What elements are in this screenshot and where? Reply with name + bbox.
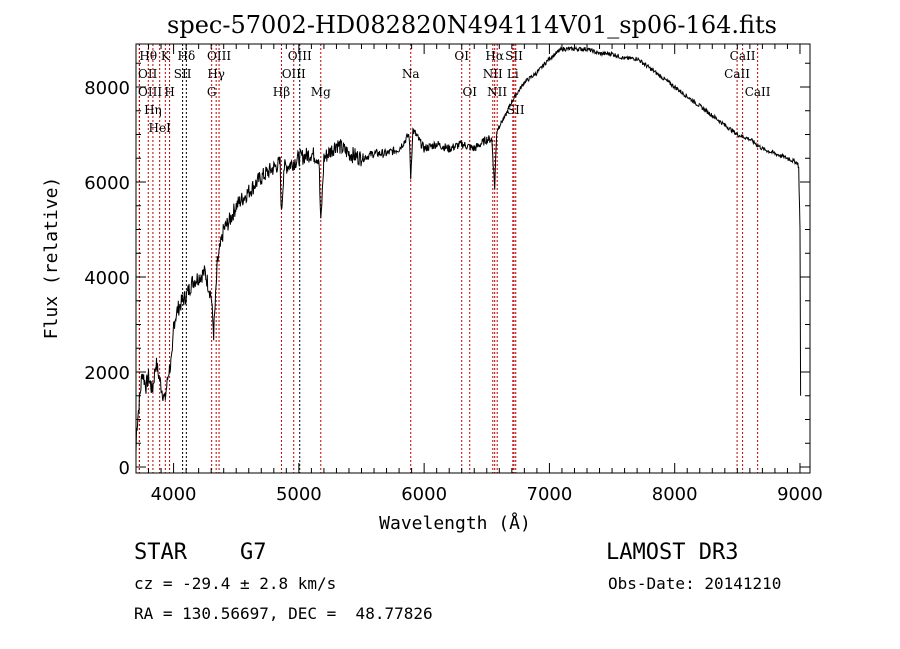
y-tick-label: 6000	[84, 173, 130, 194]
x-axis-label: Wavelength (Å)	[379, 512, 531, 534]
line-marker-label: OIII	[138, 85, 162, 99]
redshift-text: cz = -29.4 ± 2.8 km/s	[134, 574, 337, 593]
line-marker-label: NII	[483, 67, 503, 81]
obs-date: Obs-Date: 20141210	[608, 574, 782, 593]
line-marker-label: HeI	[149, 121, 172, 135]
ra-dec: RA = 130.56697, DEC = 48.77826	[134, 604, 433, 623]
chart-title: spec-57002-HD082820N494114V01_sp06-164.f…	[167, 11, 777, 39]
y-tick-label: 8000	[84, 78, 130, 99]
line-marker-label: Mg	[311, 85, 331, 99]
axes: 4000 5000 6000 7000 8000 9000 0 2000 4000 6000 800…	[84, 44, 823, 505]
x-tick-label: 5000	[276, 484, 322, 505]
line-marker-label: Na	[402, 67, 420, 81]
line-marker-label: OI	[462, 85, 477, 99]
line-marker-label: OIII	[207, 49, 231, 63]
y-tick-label: 4000	[84, 268, 130, 289]
y-tick-label: 0	[119, 458, 130, 479]
line-marker-label: SII	[505, 49, 523, 63]
survey-name: LAMOST DR3	[606, 540, 739, 565]
line-marker-label: OIII	[282, 67, 306, 81]
x-tick-label: 6000	[401, 484, 447, 505]
line-marker-label: Hγ	[207, 67, 225, 81]
line-marker-label: G	[207, 85, 217, 99]
line-marker-labels: OIIOIIIHθHηHeIKHSIIHδGHγOIIIHβOIIIOIIIMg…	[138, 49, 771, 135]
line-marker-label: SII	[507, 103, 525, 117]
x-tick-label: 9000	[777, 484, 823, 505]
line-marker-label: Hδ	[178, 49, 196, 63]
x-tick-label: 4000	[151, 484, 197, 505]
line-marker-label: K	[161, 49, 171, 63]
line-marker-label: SII	[174, 67, 192, 81]
line-marker-label: OI	[454, 49, 469, 63]
line-marker-label: CaII	[730, 49, 756, 63]
line-marker-label: Hα	[485, 49, 504, 63]
line-marker-label: OIII	[288, 49, 312, 63]
line-marker-label: H	[164, 85, 174, 99]
line-marker-label: OII	[138, 67, 158, 81]
line-marker-label: Li	[507, 67, 519, 81]
y-axis-label: Flux (relative)	[41, 177, 62, 340]
line-marker-label: NII	[487, 85, 507, 99]
line-marker-label: CaII	[724, 67, 750, 81]
object-subclass: G7	[240, 540, 267, 565]
x-tick-label: 7000	[527, 484, 573, 505]
x-tick-label: 8000	[652, 484, 698, 505]
y-tick-label: 2000	[84, 363, 130, 384]
spectrum-line	[135, 45, 802, 453]
plot-frame	[135, 43, 811, 474]
line-marker-label: Hθ	[139, 49, 157, 63]
line-marker-label: Hη	[144, 103, 162, 117]
object-class: STAR	[134, 540, 187, 565]
line-marker-lines	[138, 44, 759, 473]
line-marker-label: CaII	[745, 85, 771, 99]
line-marker-label: Hβ	[273, 85, 290, 99]
